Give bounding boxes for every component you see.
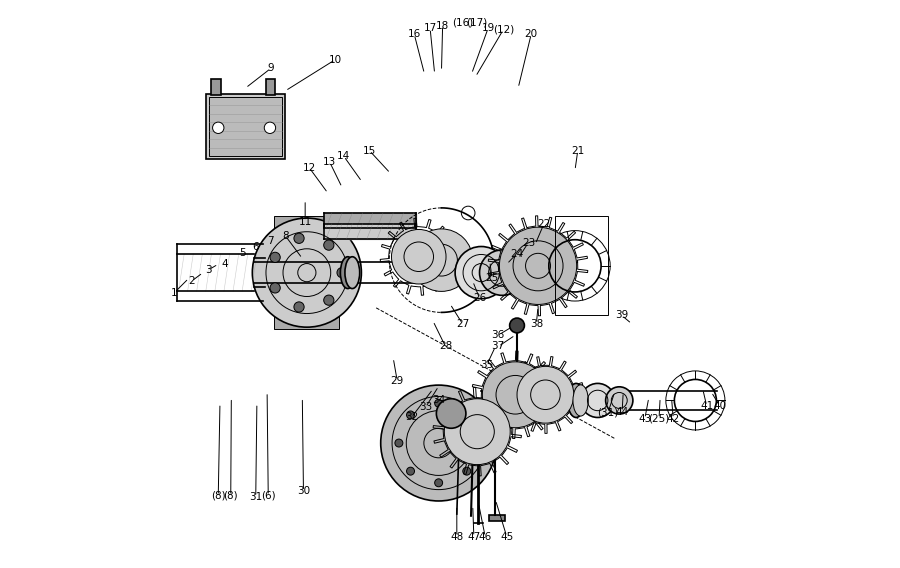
- Circle shape: [435, 399, 443, 407]
- Text: 6: 6: [252, 242, 259, 252]
- Text: 25: 25: [485, 273, 499, 283]
- Text: 21: 21: [572, 145, 584, 156]
- Circle shape: [509, 318, 525, 333]
- Circle shape: [392, 229, 446, 284]
- Text: 29: 29: [391, 375, 404, 386]
- Ellipse shape: [345, 257, 360, 289]
- Text: 22: 22: [537, 219, 550, 229]
- Circle shape: [252, 218, 362, 327]
- Circle shape: [606, 387, 633, 414]
- Text: 1: 1: [171, 287, 178, 298]
- Circle shape: [500, 227, 577, 304]
- Circle shape: [445, 399, 510, 465]
- Circle shape: [482, 362, 548, 428]
- Text: 30: 30: [297, 486, 310, 496]
- Text: 10: 10: [328, 55, 342, 65]
- Text: 43: 43: [638, 414, 652, 424]
- Circle shape: [337, 268, 347, 278]
- Circle shape: [212, 122, 224, 133]
- Text: 24: 24: [509, 249, 523, 259]
- Text: 32: 32: [405, 412, 418, 423]
- Bar: [266, 79, 275, 95]
- Text: 9: 9: [268, 63, 274, 73]
- Circle shape: [407, 467, 415, 475]
- Circle shape: [270, 283, 280, 293]
- Text: 44: 44: [616, 407, 629, 417]
- Text: (8): (8): [223, 491, 238, 501]
- Text: 17: 17: [424, 23, 436, 34]
- Text: 47: 47: [467, 532, 481, 542]
- Text: 36: 36: [491, 330, 505, 340]
- Text: 15: 15: [363, 145, 376, 156]
- Text: 14: 14: [338, 151, 350, 161]
- Bar: [274, 216, 339, 329]
- Text: 19: 19: [482, 23, 495, 34]
- Text: 18: 18: [436, 20, 449, 31]
- Circle shape: [436, 399, 466, 428]
- Circle shape: [294, 233, 304, 244]
- Text: 41: 41: [700, 401, 714, 411]
- Ellipse shape: [573, 385, 589, 416]
- Text: 38: 38: [530, 319, 543, 329]
- Text: 20: 20: [525, 29, 538, 39]
- Text: 42: 42: [667, 414, 680, 424]
- Text: (8): (8): [211, 491, 226, 501]
- Bar: [554, 216, 608, 315]
- Text: 37: 37: [491, 341, 505, 352]
- Circle shape: [324, 295, 334, 305]
- Circle shape: [463, 467, 471, 475]
- Circle shape: [395, 439, 403, 447]
- Text: 16: 16: [408, 29, 421, 39]
- Circle shape: [407, 411, 415, 419]
- Text: 26: 26: [472, 293, 486, 303]
- Text: 7: 7: [266, 236, 274, 247]
- Text: 35: 35: [481, 360, 493, 370]
- Circle shape: [294, 302, 304, 312]
- Text: 45: 45: [500, 532, 513, 542]
- Circle shape: [410, 229, 473, 291]
- Bar: [489, 515, 505, 521]
- Circle shape: [480, 250, 525, 295]
- Text: (17): (17): [466, 18, 487, 28]
- Circle shape: [435, 479, 443, 487]
- Circle shape: [580, 383, 615, 417]
- Text: 3: 3: [205, 265, 212, 275]
- Text: (31): (31): [598, 408, 618, 418]
- Circle shape: [517, 366, 574, 423]
- Bar: [209, 97, 283, 156]
- Bar: [212, 79, 220, 95]
- Circle shape: [474, 439, 482, 447]
- Text: 39: 39: [615, 310, 628, 320]
- Text: (12): (12): [493, 24, 514, 35]
- Text: 23: 23: [522, 237, 535, 248]
- Text: 46: 46: [479, 532, 491, 542]
- Bar: [206, 94, 285, 159]
- Text: 48: 48: [450, 532, 464, 542]
- Ellipse shape: [340, 257, 356, 289]
- Text: 8: 8: [282, 231, 289, 241]
- Text: (6): (6): [261, 491, 275, 501]
- Circle shape: [381, 385, 497, 501]
- Text: 27: 27: [456, 319, 469, 329]
- Text: 40: 40: [713, 401, 726, 411]
- Text: 13: 13: [323, 157, 337, 167]
- Text: 33: 33: [419, 402, 432, 412]
- Text: 11: 11: [299, 216, 311, 227]
- Ellipse shape: [568, 383, 585, 417]
- Text: 12: 12: [302, 162, 316, 173]
- Text: 31: 31: [249, 492, 263, 502]
- Text: 4: 4: [221, 259, 228, 269]
- Text: 2: 2: [188, 276, 195, 286]
- Circle shape: [265, 122, 275, 133]
- Text: 28: 28: [439, 341, 452, 352]
- Circle shape: [455, 247, 508, 299]
- Text: 5: 5: [239, 248, 246, 258]
- Text: (25): (25): [648, 414, 670, 424]
- Circle shape: [324, 240, 334, 250]
- Circle shape: [270, 252, 280, 262]
- Text: 34: 34: [432, 395, 446, 406]
- Text: (16): (16): [452, 18, 473, 28]
- Circle shape: [463, 411, 471, 419]
